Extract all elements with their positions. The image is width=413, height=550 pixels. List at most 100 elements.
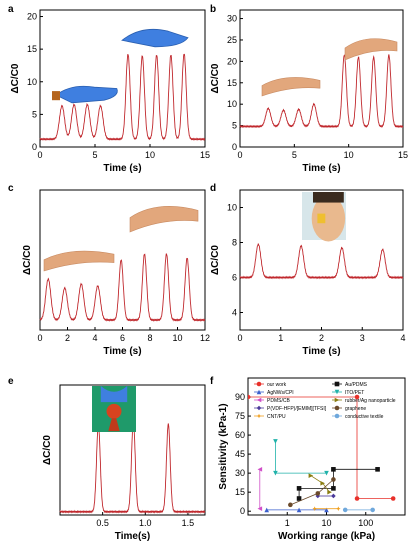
x-tick-label: 12 [200, 333, 210, 343]
legend-marker [256, 405, 262, 411]
x-tick-label: 100 [358, 518, 373, 528]
x-axis-label: Time (s) [103, 346, 141, 357]
arm-photo-inset [129, 206, 199, 233]
legend-marker [334, 389, 340, 395]
data-point [342, 507, 348, 513]
hand-photo-inset [121, 28, 189, 48]
axes-frame [39, 9, 206, 148]
x-tick-label: 0 [237, 333, 242, 343]
x-tick-label: 1 [278, 333, 283, 343]
arm-photo-inset [43, 250, 115, 272]
data-point [248, 394, 251, 400]
legend-marker [256, 381, 262, 387]
signal-line [39, 53, 206, 141]
legend-entry: Au/PDMS [345, 382, 368, 388]
data-point [331, 486, 336, 491]
x-tick-label: 5 [292, 150, 297, 160]
x-tick-label: 0 [237, 150, 242, 160]
panel-label: f [210, 376, 214, 387]
y-axis-label: Sensitivity (kPa-1) [218, 403, 229, 489]
x-tick-label: 0.5 [96, 518, 109, 528]
y-tick-label: 15 [227, 78, 237, 88]
legend-entry: AgNWs/CPI [267, 390, 294, 396]
panel-label: b [210, 4, 216, 15]
axes-frame [239, 9, 404, 148]
legend-entry: ITO/PET [345, 390, 364, 396]
x-tick-label: 2 [65, 333, 70, 343]
y-tick-label: 15 [27, 44, 37, 54]
panel-d: d 0 1 2 3 4 4 6 8 10 Time (s) ΔC/C0 [210, 183, 406, 357]
data-point [315, 493, 321, 499]
y-tick-label: 90 [235, 392, 245, 402]
signal-line [39, 253, 206, 322]
y-tick-label: 20 [227, 56, 237, 66]
y-tick-label: 25 [227, 35, 237, 45]
panel-label: c [8, 183, 14, 194]
face-photo-inset [302, 192, 346, 242]
x-tick-label: 2 [319, 333, 324, 343]
x-axis-label: Time(s) [115, 531, 150, 542]
y-tick-label: 5 [232, 121, 237, 131]
y-tick-label: 30 [235, 468, 245, 478]
y-tick-label: 0 [32, 142, 37, 152]
y-tick-label: 20 [27, 12, 37, 22]
data-point [288, 502, 293, 508]
panel-c: c 0 2 4 6 8 10 12 Time (s) ΔC/C0 [8, 183, 210, 357]
data-point [331, 467, 336, 472]
data-point [312, 506, 317, 511]
legend-marker [334, 405, 340, 411]
x-tick-label: 10 [145, 150, 155, 160]
series-line [248, 396, 394, 499]
x-axis-label: Time (s) [103, 163, 141, 174]
hand-photo-inset [52, 85, 118, 104]
x-tick-label: 15 [398, 150, 408, 160]
x-tick-label: 8 [147, 333, 152, 343]
data-point [375, 467, 380, 472]
legend: our work Au/PDMS AgNWs/CPI ITO/PET PDMS/CB ru… [254, 381, 396, 420]
x-tick-label: 4 [92, 333, 97, 343]
data-point [296, 507, 302, 513]
x-axis-label: Time (s) [302, 163, 340, 174]
x-axis-label: Working range (kPa) [278, 531, 375, 542]
y-tick-label: 15 [235, 487, 245, 497]
legend-entry: our work [267, 382, 287, 388]
y-axis-label: ΔC/C0 [10, 63, 21, 93]
scatter-area [248, 394, 396, 513]
y-tick-label: 75 [235, 411, 245, 421]
panel-label: d [210, 183, 216, 194]
data-point [257, 467, 263, 472]
signal-line [59, 418, 206, 514]
legend-marker [256, 413, 262, 419]
arm-photo-inset [344, 38, 398, 61]
data-point [296, 486, 302, 491]
panel-a: a 0 5 10 15 0 5 10 15 20 Time (s) ΔC/C0 [8, 4, 210, 174]
legend-marker [334, 397, 340, 403]
legend-entry: rubber/Ag nanoparticle [345, 398, 396, 404]
legend-marker [256, 389, 262, 395]
x-tick-label: 15 [200, 150, 210, 160]
data-point [331, 493, 336, 499]
legend-marker [334, 413, 340, 419]
x-tick-label: 3 [360, 333, 365, 343]
signal-line [239, 243, 404, 280]
data-point [324, 470, 329, 476]
data-point [354, 496, 360, 501]
x-axis-label: Time (s) [302, 346, 340, 357]
panel-label: e [8, 376, 14, 387]
data-point [390, 496, 396, 501]
y-axis-label: ΔC/C0 [210, 63, 221, 93]
series-line [275, 441, 327, 474]
x-tick-label: 1 [285, 518, 290, 528]
x-tick-label: 1.0 [139, 518, 152, 528]
data-point [331, 477, 336, 482]
panel-b: b 0 5 10 15 0 5 10 15 20 25 30 Time (s) ΔC/C0 [210, 4, 408, 174]
y-axis-label: ΔC/C0 [210, 245, 221, 275]
signal-line [239, 54, 404, 129]
legend-entry: CNT/PU [267, 414, 286, 420]
x-tick-label: 10 [344, 150, 354, 160]
data-point [327, 489, 332, 495]
x-tick-label: 1.5 [182, 518, 195, 528]
legend-marker [334, 381, 340, 387]
y-tick-label: 6 [232, 273, 237, 283]
y-tick-label: 5 [32, 109, 37, 119]
